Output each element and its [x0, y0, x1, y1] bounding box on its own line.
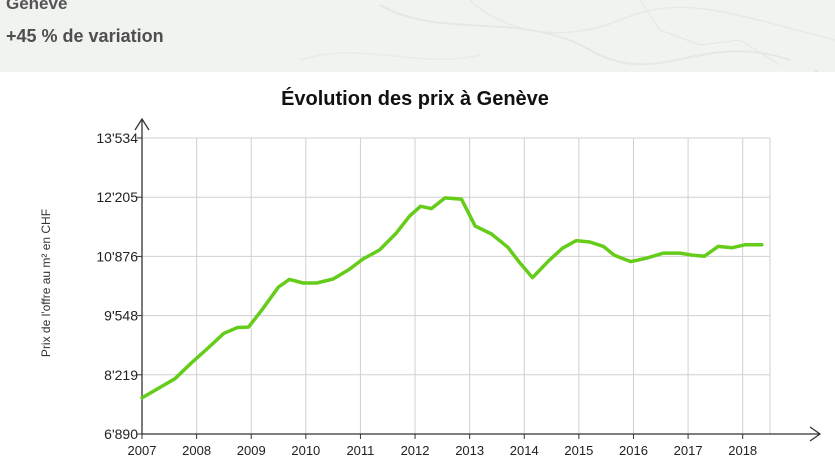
x-tick-label: 2016 — [619, 443, 648, 458]
x-tick-label: 2015 — [564, 443, 593, 458]
y-tick-label: 8'219 — [104, 367, 138, 383]
x-tick-label: 2014 — [510, 443, 539, 458]
y-tick-label: 6'890 — [104, 426, 138, 442]
x-tick-label: 2012 — [401, 443, 430, 458]
x-tick-label: 2018 — [728, 443, 757, 458]
grid-layer — [142, 137, 771, 434]
price-series-line — [140, 196, 764, 400]
x-tick-label: 2011 — [346, 443, 374, 458]
axis-layer — [134, 117, 822, 442]
x-tick-label: 2017 — [674, 443, 703, 458]
location-name: Genève — [6, 0, 68, 13]
x-tick-label: 2009 — [237, 443, 266, 458]
y-tick-label: 9'548 — [104, 308, 138, 324]
y-tick-label: 10'876 — [96, 248, 138, 264]
x-tick-label: 2010 — [291, 443, 320, 458]
y-axis-label: Prix de l'offre au m² en CHF — [39, 208, 53, 358]
tick-label-layer: 6'890 8'219 9'548 10'876 12'205 13'534 2007 200… — [96, 130, 757, 458]
y-tick-label: 12'205 — [96, 189, 138, 205]
x-tick-label: 2013 — [455, 443, 484, 458]
x-tick-label: 2007 — [128, 443, 157, 458]
x-axis-arrow — [809, 426, 822, 442]
series-layer — [140, 196, 764, 400]
x-tick-label: 2008 — [182, 443, 211, 458]
y-axis-arrow — [134, 117, 150, 131]
chart-title: Évolution des prix à Genève — [281, 88, 549, 110]
y-tick-label: 13'534 — [96, 130, 138, 146]
variation-label: +45 % de variation — [6, 26, 164, 46]
